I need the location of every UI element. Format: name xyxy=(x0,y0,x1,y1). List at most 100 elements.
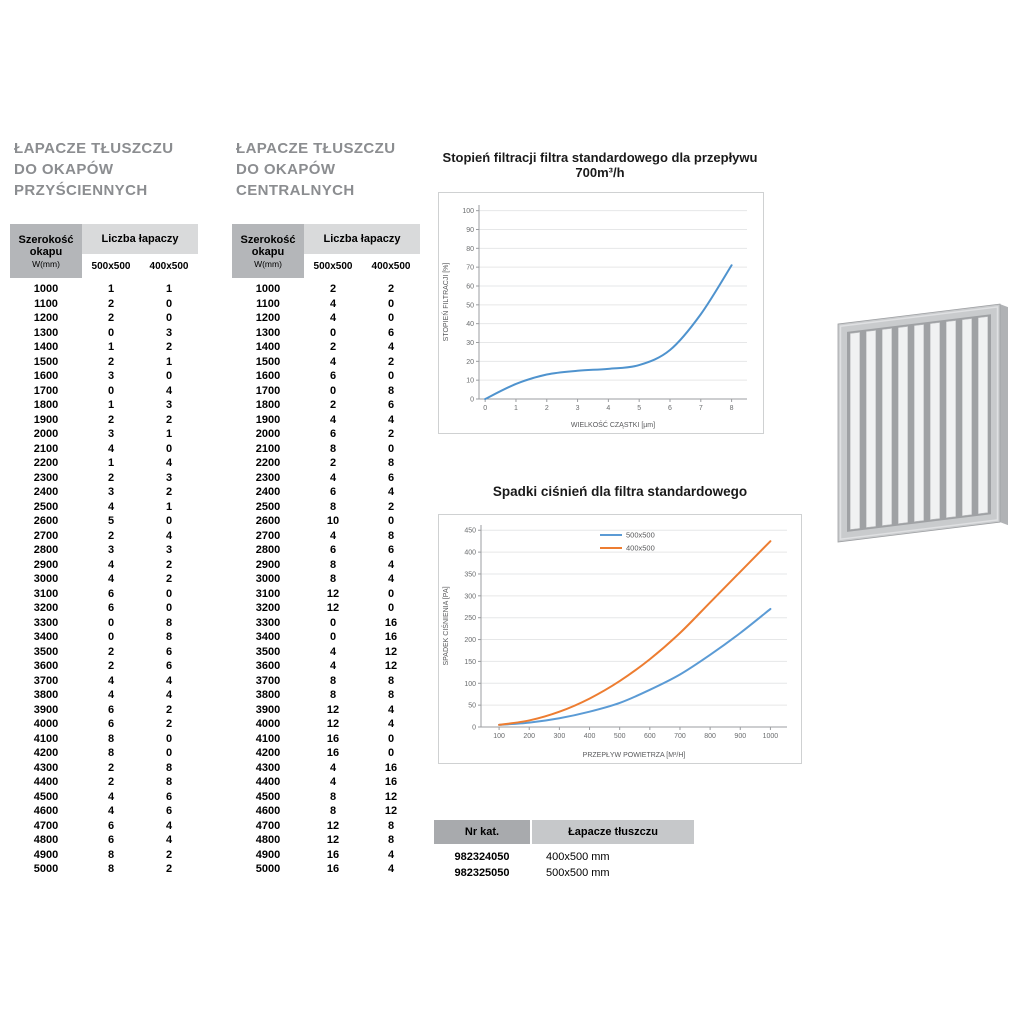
x-tick-label: 700 xyxy=(674,733,686,740)
table-row: 2400 3 2 xyxy=(10,485,198,500)
table-cell: 12 xyxy=(326,703,340,716)
pressure-chart: 0 50 100 150 200 250 300 350 400 450 100 200 300 400 5… xyxy=(438,514,802,764)
table-cell: 3500 xyxy=(255,645,281,658)
y-tick-label: 70 xyxy=(466,265,474,272)
table-cell: 4 xyxy=(387,341,395,353)
x-tick-label: 1 xyxy=(514,405,518,412)
table-row: 2500 8 2 xyxy=(232,500,420,515)
table-cell: 1300 xyxy=(33,326,59,339)
table-row: 4000 6 2 xyxy=(10,717,198,732)
table-row: 3700 4 4 xyxy=(10,674,198,689)
title-line: CENTRALNYCH xyxy=(236,182,355,199)
table-row: 3400 0 8 xyxy=(10,630,198,645)
table-cell: 4800 xyxy=(33,834,59,846)
table-cell: 4200 xyxy=(33,747,59,759)
table-row: 3900 12 4 xyxy=(232,703,420,718)
column-header-group: Liczba łapaczy xyxy=(304,224,421,254)
table-cell: 8 xyxy=(329,442,337,455)
table-cell: 3300 xyxy=(255,616,281,629)
table-row: 4200 16 0 xyxy=(232,746,420,761)
table-cell: 3 xyxy=(165,544,173,556)
table-cell: 0 xyxy=(387,370,395,382)
y-axis-label: SPADEK CIŚNIENIA [PA] xyxy=(441,586,450,665)
filter-baffle-slat xyxy=(962,318,972,517)
table-cell: 4100 xyxy=(33,732,59,745)
table-cell: 12 xyxy=(384,790,398,803)
title-line: DO OKAPÓW xyxy=(236,161,336,178)
table-cell: 2 xyxy=(165,558,173,571)
y-tick-label: 50 xyxy=(468,703,476,710)
table-cell: 2600 xyxy=(33,515,59,527)
table-row: 4500 4 6 xyxy=(10,790,198,805)
table-cell: 2 xyxy=(329,283,337,295)
table-cell: 2700 xyxy=(33,529,59,542)
table-row: 4700 12 8 xyxy=(232,819,420,834)
table-cell: 16 xyxy=(384,761,398,774)
table-row: 4000 12 4 xyxy=(232,717,420,732)
table-cell: 4700 xyxy=(255,819,281,832)
table-cell: 4 xyxy=(387,703,395,716)
table-row: 3800 8 8 xyxy=(232,688,420,703)
table-cell: 8 xyxy=(107,848,115,861)
table-cell: 12 xyxy=(326,587,340,600)
table-cell: 1800 xyxy=(255,399,281,411)
chart-series-line xyxy=(498,607,772,726)
x-tick-label: 6 xyxy=(668,405,672,412)
table-cell: 4 xyxy=(329,761,337,774)
table-cell: 0 xyxy=(165,297,173,310)
table-row: 1000 1 1 xyxy=(10,282,198,297)
table-cell: 4500 xyxy=(33,790,59,803)
table-cell: 4 xyxy=(107,558,115,571)
table-row: 4700 6 4 xyxy=(10,819,198,834)
x-tick-label: 4 xyxy=(606,405,610,412)
table-row: 3500 4 12 xyxy=(232,645,420,660)
table-cell: 2200 xyxy=(33,457,59,469)
table-cell: 16 xyxy=(326,863,340,875)
table-cell: 4200 xyxy=(255,747,281,759)
table-cell: 1500 xyxy=(255,355,281,368)
table-cell: 16 xyxy=(326,732,340,745)
table-cell: 4300 xyxy=(255,761,281,774)
table-cell: 982325050 xyxy=(434,865,532,881)
table-row: 3900 6 2 xyxy=(10,703,198,718)
table-row: 1500 4 2 xyxy=(232,355,420,370)
table-cell: 1 xyxy=(107,457,115,469)
table-cell: 2 xyxy=(165,486,173,498)
table-row: 4300 4 16 xyxy=(232,761,420,776)
table-row: 1300 0 3 xyxy=(10,326,198,341)
table-row: 1100 4 0 xyxy=(232,297,420,312)
table-cell: 12 xyxy=(326,834,340,846)
table-cell: 8 xyxy=(387,529,395,542)
table-cell: 1 xyxy=(165,355,173,368)
table-cell: 4 xyxy=(107,689,115,701)
table-cell: 1400 xyxy=(255,341,281,353)
table-cell: 3700 xyxy=(33,674,59,687)
chart-series-line xyxy=(484,264,733,400)
table-row: 1500 2 1 xyxy=(10,355,198,370)
table-row: 2500 4 1 xyxy=(10,500,198,515)
table-cell: 1300 xyxy=(255,326,281,339)
table-row: 3800 4 4 xyxy=(10,688,198,703)
table-cell: 4 xyxy=(107,674,115,687)
table-cell: 4000 xyxy=(255,718,281,730)
table-cell: 6 xyxy=(329,544,337,556)
table-cell: 2300 xyxy=(255,471,281,484)
table-row: 3600 2 6 xyxy=(10,659,198,674)
x-tick-label: 7 xyxy=(699,405,703,412)
table-row: 1700 0 4 xyxy=(10,384,198,399)
table-row: 2800 3 3 xyxy=(10,543,198,558)
table-cell: 8 xyxy=(107,747,115,759)
table-cell: 0 xyxy=(329,384,337,397)
table-cell: 3900 xyxy=(33,703,59,716)
table-cell: 1000 xyxy=(33,283,59,295)
y-tick-label: 80 xyxy=(466,246,474,253)
table-cell: 3800 xyxy=(33,689,59,701)
table-row: 1900 4 4 xyxy=(232,413,420,428)
filter-baffle-slat xyxy=(978,316,988,515)
table-row: 4400 4 16 xyxy=(232,775,420,790)
table-cell: 12 xyxy=(384,645,398,658)
table-cell: 2 xyxy=(165,413,173,426)
x-tick-label: 600 xyxy=(644,733,656,740)
catalog-table-body: 982324050 400x500 mm 982325050 500x500 mm xyxy=(434,844,694,881)
table-cell: 12 xyxy=(326,819,340,832)
